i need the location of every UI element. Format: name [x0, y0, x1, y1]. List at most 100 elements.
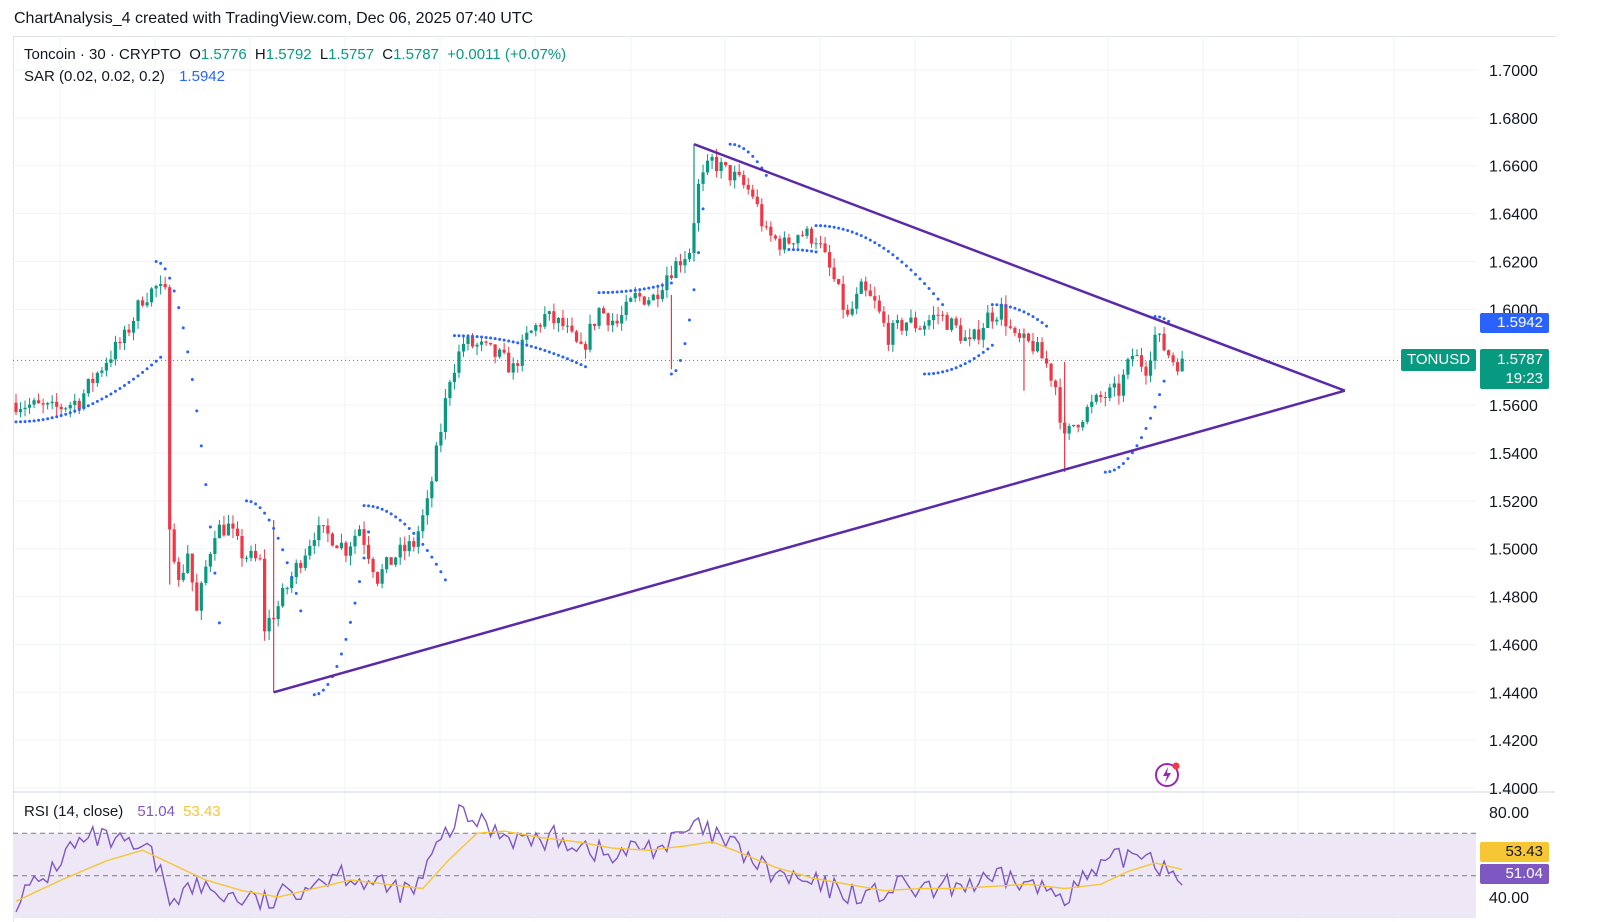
candle: [990, 306, 994, 329]
sar-dot: [1149, 416, 1153, 420]
sar-dot: [385, 509, 389, 513]
candle: [565, 318, 570, 334]
sar-dot: [118, 386, 122, 390]
candle: [728, 164, 732, 186]
candle: [1094, 393, 1098, 405]
candle-body: [1103, 397, 1107, 399]
candle: [86, 378, 90, 397]
sar-dot: [791, 248, 795, 252]
candle: [931, 306, 936, 330]
candle-body: [64, 408, 68, 410]
candle: [773, 234, 777, 241]
candle: [927, 314, 931, 330]
candle-body: [104, 362, 108, 371]
rsi-axis-label: 40.00: [1489, 890, 1529, 907]
candle: [204, 560, 208, 586]
candle: [154, 284, 158, 298]
candle-body: [498, 349, 502, 357]
candle-body: [140, 300, 145, 306]
candle-body: [516, 363, 520, 366]
candle-body: [131, 320, 136, 333]
candle-body: [186, 553, 190, 573]
sar-dot: [647, 286, 651, 290]
candle: [642, 295, 646, 306]
candle: [1076, 424, 1080, 433]
price-axis-label: 1.5000: [1489, 542, 1538, 559]
candle-body: [443, 398, 447, 433]
candle-body: [1008, 326, 1012, 328]
candle: [312, 532, 316, 554]
sar-dot: [502, 338, 506, 342]
lightning-icon[interactable]: [1155, 761, 1181, 787]
candle: [100, 367, 104, 377]
candle: [624, 294, 628, 321]
candle-body: [602, 308, 606, 314]
candle: [882, 306, 886, 328]
candle-body: [253, 550, 258, 559]
rsi-legend[interactable]: RSI (14, close) 51.04 53.43: [24, 803, 225, 820]
sar-dot: [995, 303, 999, 307]
candle: [1126, 357, 1130, 380]
sar-dot: [683, 342, 687, 346]
sar-dot: [606, 290, 610, 294]
candle-body: [1144, 366, 1148, 376]
sar-dot: [1162, 317, 1166, 321]
candle-body: [14, 402, 18, 413]
sar-dot: [936, 297, 940, 301]
sar-dot: [1017, 308, 1021, 312]
candle-body: [145, 302, 149, 306]
candle: [972, 328, 976, 341]
candle: [150, 287, 154, 307]
sar-dot: [100, 397, 104, 401]
sar-dot: [669, 281, 673, 285]
candle-body: [841, 283, 845, 310]
sar-dot: [367, 504, 371, 508]
candle-body: [100, 370, 104, 373]
candle: [235, 521, 240, 541]
candle-body: [208, 554, 212, 567]
sar-dot: [520, 342, 524, 346]
sar-dot: [923, 372, 927, 376]
sar-legend[interactable]: SAR (0.02, 0.02, 0.2) 1.5942: [24, 68, 229, 85]
candle-body: [199, 582, 203, 611]
candle: [46, 401, 50, 410]
candle-body: [407, 541, 411, 552]
sar-dot: [348, 620, 352, 624]
candle: [647, 296, 651, 307]
candle-body: [877, 300, 881, 312]
candle-body: [366, 544, 371, 559]
sar-dot: [290, 575, 294, 579]
candle-body: [891, 322, 895, 345]
candle-body: [493, 344, 497, 357]
sar-dot: [204, 483, 208, 487]
sar-dot: [800, 248, 804, 252]
candle-body: [344, 542, 348, 556]
price-axis-label: 1.5200: [1489, 494, 1538, 511]
sar-dot: [23, 420, 27, 424]
sar-dot: [1158, 315, 1162, 319]
symbol-label[interactable]: Toncoin · 30 · CRYPTO: [24, 46, 182, 63]
sar-dot: [814, 224, 818, 228]
countdown-value: 19:23: [1505, 370, 1543, 387]
candle: [556, 316, 560, 332]
candle-body: [398, 544, 402, 558]
candle: [796, 234, 800, 250]
candle: [588, 314, 592, 353]
candle: [430, 476, 434, 508]
candle: [507, 346, 511, 373]
candle-body: [1135, 355, 1139, 357]
candle: [1167, 349, 1171, 359]
candle-body: [59, 406, 63, 410]
sar-dot: [918, 277, 922, 281]
sar-dot: [855, 232, 859, 236]
candle: [159, 275, 163, 295]
sar-dot: [1117, 465, 1121, 469]
sar-dot: [927, 372, 931, 376]
sar-dot: [281, 548, 285, 552]
sar-dot: [113, 389, 117, 393]
candle-body: [276, 606, 280, 620]
candle-body: [1099, 394, 1103, 398]
candle: [724, 161, 728, 168]
candle: [498, 347, 502, 359]
